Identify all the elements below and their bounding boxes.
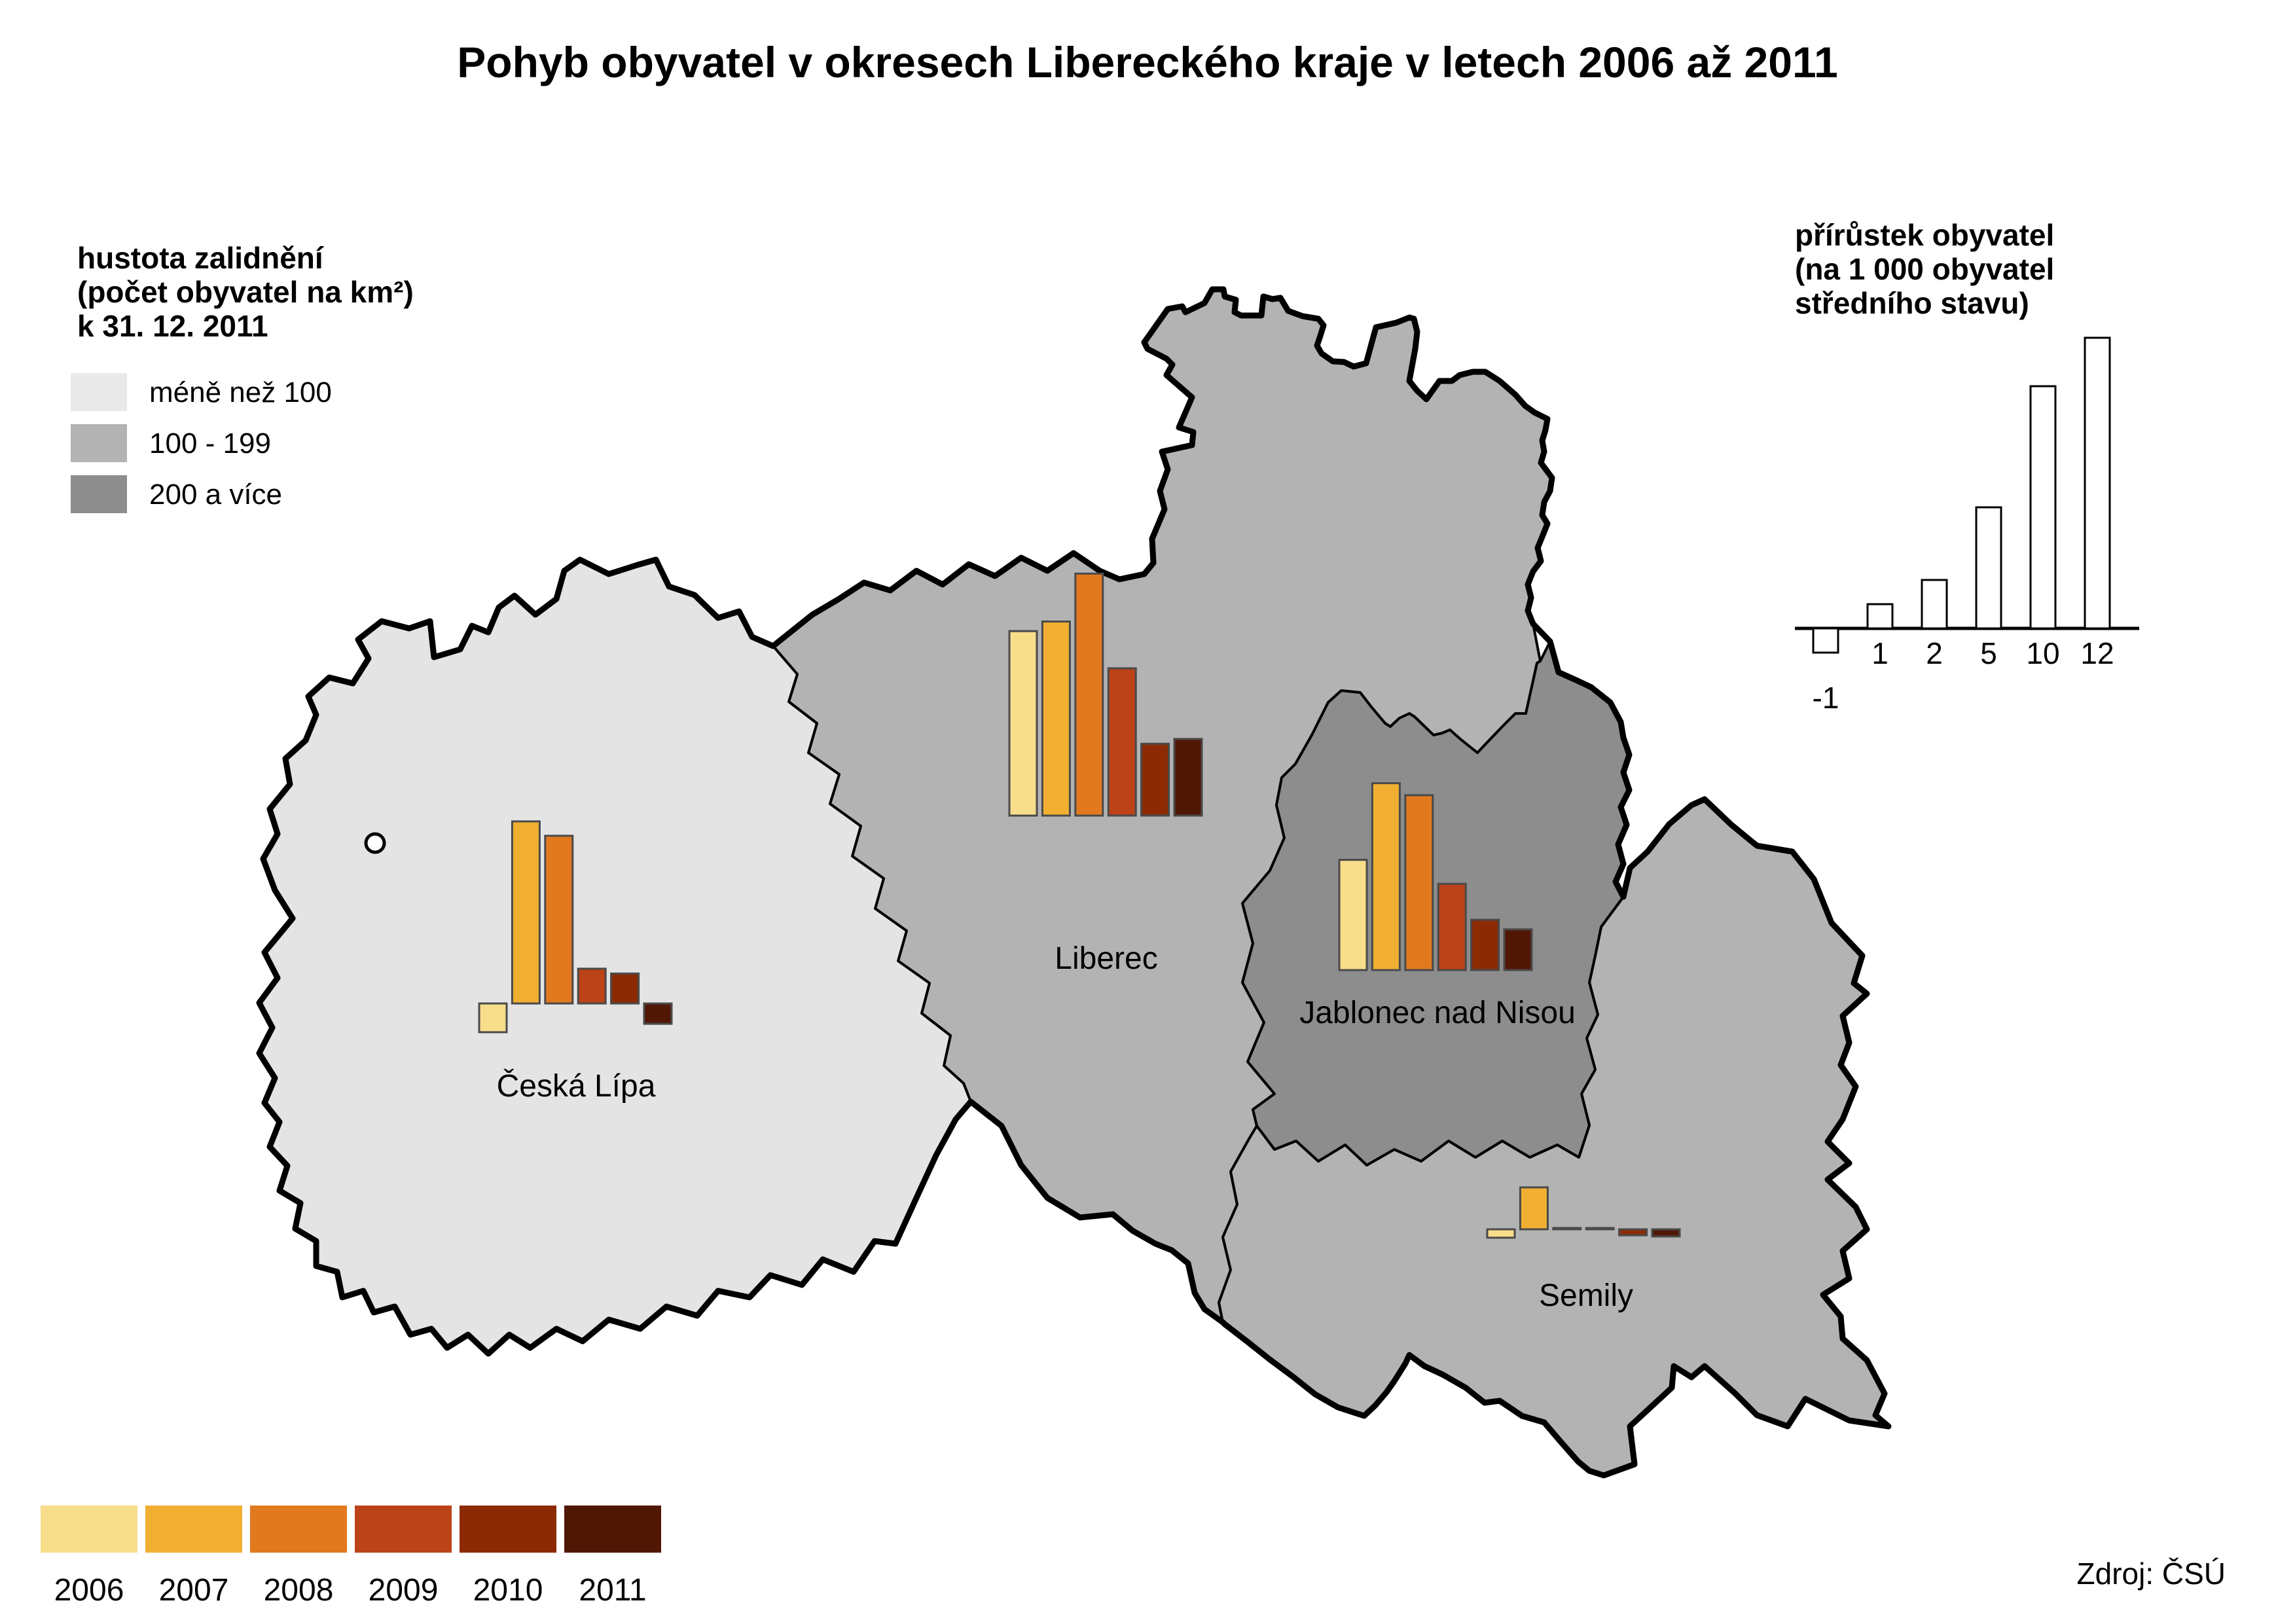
density-label-100-199: 100 - 199 bbox=[149, 427, 271, 460]
bar-jablonec-nad-nisou-2007 bbox=[1371, 782, 1401, 971]
bar-jablonec-nad-nisou-2010 bbox=[1470, 918, 1500, 971]
bar-liberec-2008 bbox=[1074, 572, 1104, 817]
growth-scale-chart: -11 2 5 10 12 bbox=[1795, 336, 2139, 715]
bar-jablonec-nad-nisou-2009 bbox=[1437, 882, 1467, 971]
density-swatch-less-100 bbox=[71, 373, 127, 411]
year-label-2010: 2010 bbox=[473, 1573, 543, 1608]
district-label-liberec: Liberec bbox=[1055, 941, 1157, 976]
growth-legend: přírůstek obyvatel (na 1 000 obyvatel st… bbox=[1795, 218, 2139, 715]
district-bar-charts: Česká Lípa Liberec Jablonec nad Nisou Semil… bbox=[478, 572, 1681, 1313]
bar-ceska-lipa-2007 bbox=[511, 820, 541, 1005]
scale-bar-5 bbox=[1975, 506, 2002, 630]
year-legend: 2006 2007 2008 2009 2010 2011 bbox=[41, 1506, 661, 1608]
scale-bar-10 bbox=[2029, 385, 2057, 630]
growth-legend-title-line1: přírůstek obyvatel bbox=[1795, 218, 2054, 252]
scale-tick--1: -1 bbox=[1813, 681, 1839, 715]
bar-jablonec-nad-nisou-2011 bbox=[1503, 928, 1533, 971]
page-title: Pohyb obyvatel v okresech Libereckého kr… bbox=[457, 38, 1838, 86]
map-districts bbox=[256, 286, 1892, 1479]
bar-liberec-2011 bbox=[1173, 738, 1203, 817]
scale-bar--1 bbox=[1812, 627, 1839, 654]
bar-semily-2008 bbox=[1552, 1227, 1582, 1231]
bar-liberec-2006 bbox=[1008, 630, 1038, 817]
scale-bar-2 bbox=[1921, 579, 1948, 630]
scale-tick-5: 5 bbox=[1980, 636, 1997, 670]
bar-liberec-2010 bbox=[1140, 742, 1170, 817]
bar-ceska-lipa-2008 bbox=[544, 835, 574, 1005]
year-label-2008: 2008 bbox=[264, 1573, 334, 1608]
scale-bar-1 bbox=[1866, 603, 1894, 630]
bar-ceska-lipa-2006 bbox=[478, 1002, 508, 1034]
district-label-semily: Semily bbox=[1539, 1278, 1633, 1313]
density-legend-title-line2: (počet obyvatel na km²) bbox=[77, 275, 414, 309]
source-credit: Zdroj: ČSÚ bbox=[2077, 1557, 2226, 1591]
density-label-200-more: 200 a více bbox=[149, 478, 282, 511]
bar-ceska-lipa-2010 bbox=[610, 972, 640, 1005]
growth-legend-title-line2: (na 1 000 obyvatel bbox=[1795, 252, 2054, 286]
year-label-2009: 2009 bbox=[369, 1573, 439, 1608]
district-label-jablonec-nad-nisou: Jablonec nad Nisou bbox=[1299, 996, 1576, 1030]
bar-liberec-2009 bbox=[1107, 667, 1137, 817]
bar-semily-2006 bbox=[1486, 1228, 1516, 1239]
year-swatch-2010 bbox=[460, 1506, 556, 1553]
density-swatch-100-199 bbox=[71, 424, 127, 462]
year-label-2011: 2011 bbox=[579, 1573, 646, 1608]
density-legend-title-line1: hustota zalidnění bbox=[77, 241, 325, 275]
bar-liberec-2007 bbox=[1041, 621, 1071, 817]
bar-chart-ceska-lipa: Česká Lípa bbox=[478, 820, 673, 1104]
density-swatch-200-more bbox=[71, 475, 127, 513]
year-swatch-2007 bbox=[145, 1506, 242, 1553]
bar-semily-2010 bbox=[1618, 1228, 1648, 1236]
year-swatch-2009 bbox=[355, 1506, 452, 1553]
scale-tick-1: 1 bbox=[1871, 636, 1888, 670]
bar-semily-2011 bbox=[1651, 1228, 1681, 1238]
scale-tick-12: 12 bbox=[2080, 636, 2114, 670]
region-outer-border bbox=[256, 286, 1892, 1479]
scale-bar-12 bbox=[2084, 336, 2111, 630]
scale-tick-10: 10 bbox=[2026, 636, 2059, 670]
bar-chart-jablonec-nad-nisou: Jablonec nad Nisou bbox=[1299, 782, 1576, 1030]
scale-tick-2: 2 bbox=[1926, 636, 1943, 670]
growth-legend-title-line3: středního stavu) bbox=[1795, 286, 2029, 320]
year-swatch-2011 bbox=[564, 1506, 661, 1553]
year-swatch-2006 bbox=[41, 1506, 137, 1553]
bar-jablonec-nad-nisou-2008 bbox=[1404, 794, 1434, 971]
density-legend-title-line3: k 31. 12. 2011 bbox=[77, 309, 268, 343]
bar-ceska-lipa-2009 bbox=[577, 967, 607, 1005]
bar-chart-semily: Semily bbox=[1486, 1186, 1681, 1313]
bar-semily-2009 bbox=[1585, 1227, 1615, 1231]
bar-ceska-lipa-2011 bbox=[643, 1002, 673, 1025]
year-label-2006: 2006 bbox=[54, 1573, 124, 1608]
density-legend: hustota zalidnění (počet obyvatel na km²… bbox=[71, 241, 414, 513]
year-swatch-2008 bbox=[250, 1506, 347, 1553]
bar-jablonec-nad-nisou-2006 bbox=[1338, 859, 1368, 971]
enclave-outline bbox=[364, 832, 386, 854]
density-label-less-100: méně než 100 bbox=[149, 376, 332, 408]
bar-semily-2007 bbox=[1519, 1186, 1549, 1231]
district-label-ceska-lipa: Česká Lípa bbox=[497, 1068, 656, 1104]
year-label-2007: 2007 bbox=[159, 1573, 229, 1608]
bar-chart-liberec: Liberec bbox=[1008, 572, 1203, 976]
